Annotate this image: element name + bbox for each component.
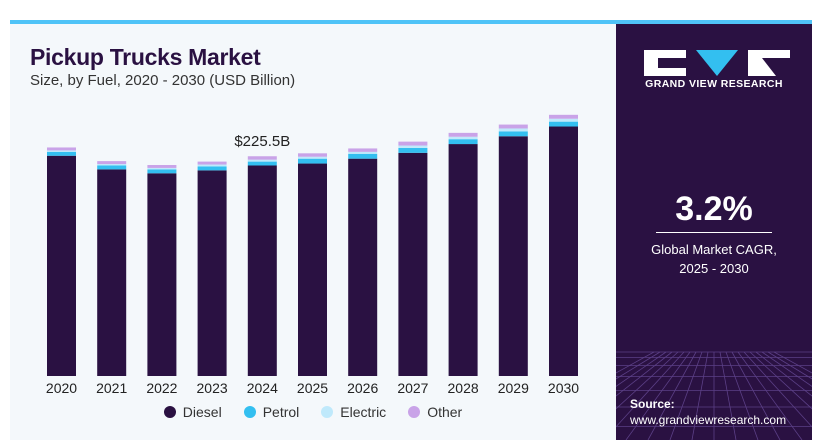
bar-other-2026 — [348, 148, 378, 152]
chart-area: Pickup Trucks Market Size, by Fuel, 2020… — [10, 24, 616, 440]
bar-petrol-2020 — [47, 151, 76, 156]
bar-chart: 2020 2021 2022 2023 2024 $225.5B 2025 2026 2027 2… — [46, 114, 579, 396]
bar-electric-2021 — [97, 164, 127, 166]
legend-swatch — [163, 406, 176, 418]
bar-electric-2025 — [298, 156, 327, 159]
decorative-grid — [616, 351, 812, 440]
source-note: Source: www.grandviewresearch.com — [630, 396, 786, 428]
bar-other-2024 — [247, 156, 277, 160]
grand-view-research-logo — [644, 50, 790, 76]
bar-petrol-2030 — [549, 121, 578, 127]
source-label: Source: — [630, 397, 675, 411]
chart-title: Pickup Trucks Market — [30, 44, 261, 70]
bar-electric-2029 — [498, 128, 528, 132]
bar-other-2027 — [398, 141, 428, 146]
x-tick-label: 2023 — [197, 380, 228, 396]
bar-diesel-2026 — [348, 158, 378, 376]
bar-diesel-2022 — [147, 173, 177, 376]
bar-diesel-2029 — [498, 136, 528, 376]
value-label: $225.5B — [234, 133, 290, 150]
bar-other-2021 — [97, 161, 127, 165]
cagr-label: Global Market CAGR, 2025 - 2030 — [616, 240, 812, 278]
x-tick-label: 2030 — [548, 380, 579, 396]
bar-petrol-2021 — [97, 165, 127, 170]
legend-item-other: Other — [408, 404, 462, 420]
legend-swatch — [408, 406, 421, 418]
legend-label: Electric — [340, 404, 387, 420]
bar-other-2022 — [147, 165, 177, 168]
bar-diesel-2030 — [549, 126, 578, 377]
bar-electric-2020 — [47, 150, 76, 152]
bar-other-2028 — [448, 132, 478, 137]
legend-label: Diesel — [182, 404, 222, 420]
legend-swatch — [321, 406, 334, 418]
bar-petrol-2022 — [147, 169, 177, 174]
bar-electric-2027 — [398, 145, 428, 148]
x-tick-label: 2021 — [96, 380, 127, 396]
bar-electric-2023 — [197, 164, 227, 167]
legend-swatch — [243, 406, 256, 418]
legend-item-petrol: Petrol — [243, 404, 300, 420]
bar-electric-2024 — [247, 159, 277, 162]
bar-diesel-2027 — [398, 152, 428, 376]
x-tick-label: 2028 — [448, 380, 479, 396]
chart-legend: Diesel Petrol Electric Other — [10, 404, 616, 420]
bar-other-2030 — [549, 114, 578, 119]
cagr-label-line-2: 2025 - 2030 — [679, 261, 749, 276]
bar-electric-2028 — [448, 136, 478, 140]
legend-label: Petrol — [262, 404, 300, 420]
brand-name: GRAND VIEW RESEARCH — [645, 78, 783, 90]
chart-card: Pickup Trucks Market Size, by Fuel, 2020… — [10, 20, 812, 440]
bar-petrol-2029 — [498, 131, 528, 137]
bar-petrol-2025 — [298, 158, 327, 164]
bar-other-2020 — [47, 147, 76, 151]
bar-other-2025 — [298, 153, 327, 157]
bar-petrol-2027 — [398, 147, 428, 153]
bar-electric-2026 — [348, 151, 378, 154]
source-url[interactable]: www.grandviewresearch.com — [630, 413, 787, 427]
brand-panel: GRAND VIEW RESEARCH 3.2% Global Market C… — [616, 24, 812, 440]
bar-diesel-2024 — [247, 165, 277, 376]
x-tick-label: 2026 — [347, 380, 378, 396]
x-tick-label: 2022 — [146, 380, 177, 396]
bar-petrol-2028 — [448, 139, 478, 145]
bar-diesel-2021 — [97, 169, 127, 376]
cagr-label-line-1: Global Market CAGR, — [651, 242, 777, 257]
cagr-value: 3.2% — [675, 190, 753, 228]
legend-item-diesel: Diesel — [163, 404, 222, 420]
bar-diesel-2020 — [47, 155, 76, 376]
bar-other-2023 — [197, 161, 227, 165]
bar-electric-2022 — [147, 167, 177, 170]
bar-petrol-2024 — [247, 161, 277, 166]
chart-subtitle: Size, by Fuel, 2020 - 2030 (USD Billion) — [30, 72, 296, 89]
legend-item-electric: Electric — [321, 404, 386, 420]
bar-diesel-2028 — [448, 144, 478, 376]
divider — [656, 232, 772, 233]
x-tick-label: 2029 — [498, 380, 529, 396]
x-tick-label: 2024 — [247, 380, 278, 396]
bar-diesel-2023 — [197, 170, 227, 376]
x-tick-label: 2025 — [297, 380, 328, 396]
bar-other-2029 — [498, 124, 528, 129]
bar-petrol-2026 — [348, 153, 378, 159]
bar-petrol-2023 — [197, 166, 227, 171]
x-tick-label: 2020 — [46, 380, 77, 396]
bar-electric-2030 — [549, 118, 578, 122]
bar-diesel-2025 — [298, 163, 327, 376]
x-tick-label: 2027 — [397, 380, 428, 396]
legend-label: Other — [427, 404, 463, 420]
